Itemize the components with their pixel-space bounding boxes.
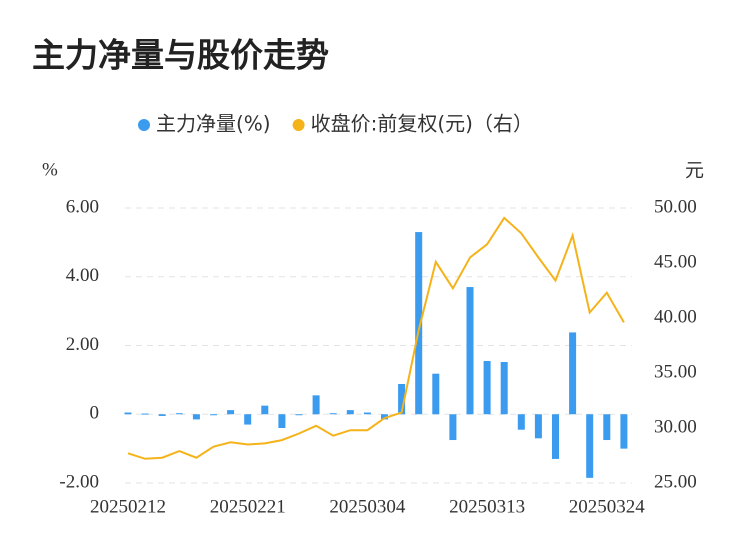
- bar: [569, 332, 577, 415]
- legend-label: 收盘价:前复权(元)（右）: [311, 112, 533, 136]
- bar: [363, 412, 371, 415]
- x-tick-label: 20250324: [569, 496, 646, 517]
- y-tick-label: 4.00: [66, 265, 99, 286]
- bar: [398, 384, 406, 415]
- bar: [466, 287, 474, 415]
- bar: [586, 414, 594, 478]
- price-line: [127, 216, 625, 460]
- bar: [124, 412, 132, 415]
- bar: [415, 232, 423, 415]
- bar: [500, 362, 508, 415]
- y-axis-label: %: [42, 159, 58, 180]
- y-tick-label: 2.00: [66, 334, 99, 355]
- bar: [517, 414, 525, 430]
- bar: [534, 414, 542, 439]
- bar: [483, 360, 491, 415]
- y2-tick-label: 40.00: [654, 306, 697, 327]
- bar: [227, 410, 235, 415]
- legend-label: 主力净量(%): [156, 112, 271, 136]
- bar: [141, 413, 149, 415]
- x-tick-label: 20250313: [449, 496, 525, 517]
- bar: [449, 414, 457, 441]
- bar: [620, 414, 628, 449]
- legend-marker: [138, 119, 150, 131]
- bar: [432, 373, 440, 415]
- y2-tick-label: 35.00: [654, 361, 697, 382]
- y-tick-label: -2.00: [59, 471, 99, 492]
- x-tick-label: 20250304: [329, 496, 406, 517]
- bar: [381, 414, 388, 420]
- y-tick-label: 0: [90, 403, 100, 424]
- bar: [603, 414, 611, 441]
- bar: [329, 413, 337, 415]
- bar: [346, 410, 354, 415]
- bar: [295, 414, 303, 416]
- bar: [552, 414, 559, 459]
- y2-tick-label: 25.00: [654, 471, 697, 492]
- y2-tick-label: 45.00: [654, 251, 697, 272]
- x-tick-label: 20250212: [90, 496, 166, 517]
- bar: [175, 413, 183, 415]
- legend-marker: [292, 119, 305, 131]
- chart-title: 主力净量与股价走势: [32, 36, 329, 75]
- bar: [210, 414, 217, 416]
- y-tick-label: 6.00: [66, 196, 99, 217]
- bar: [312, 395, 320, 415]
- bar: [278, 414, 286, 428]
- y2-tick-label: 30.00: [654, 416, 697, 437]
- x-tick-label: 20250221: [210, 496, 286, 517]
- bar: [261, 405, 269, 415]
- bar: [158, 414, 166, 416]
- y2-tick-label: 50.00: [654, 196, 697, 217]
- bar: [244, 414, 252, 425]
- bar: [192, 414, 200, 420]
- y2-axis-label: 元: [685, 160, 704, 182]
